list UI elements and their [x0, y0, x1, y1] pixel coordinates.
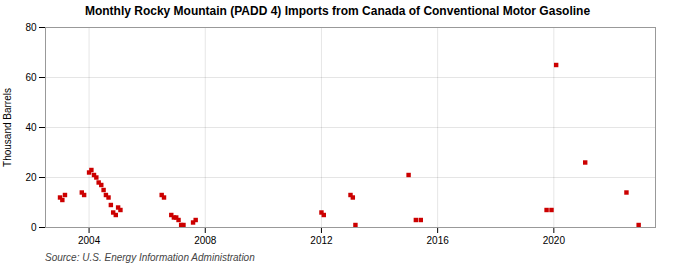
svg-text:0: 0 — [31, 222, 37, 233]
svg-text:2012: 2012 — [310, 235, 333, 246]
html-text:Source: U.S. Energy Informatio: Source: U.S. Energy Information Administ… — [45, 252, 255, 263]
svg-text:60: 60 — [25, 72, 37, 83]
svg-text:Thousand Barrels: Thousand Barrels — [2, 88, 13, 167]
svg-text:2004: 2004 — [78, 235, 101, 246]
svg-text:40: 40 — [25, 122, 37, 133]
svg-text:80: 80 — [25, 22, 37, 33]
html-text:Monthly Rocky Mountain (PADD 4: Monthly Rocky Mountain (PADD 4) Imports … — [84, 4, 591, 18]
svg-text:20: 20 — [25, 172, 37, 183]
svg-text:2008: 2008 — [194, 235, 217, 246]
svg-text:2020: 2020 — [543, 235, 566, 246]
svg-text:2016: 2016 — [427, 235, 450, 246]
